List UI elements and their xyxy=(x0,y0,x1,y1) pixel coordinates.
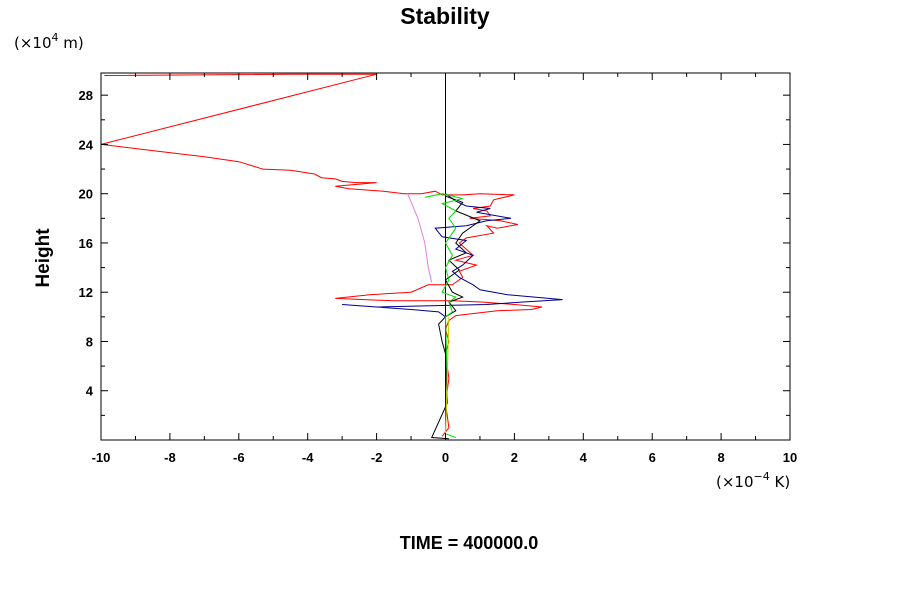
x-tick-label: -8 xyxy=(164,450,176,465)
y-unit-tail: m) xyxy=(59,34,84,52)
y-unit-base: (×10 xyxy=(14,34,52,52)
x-tick-label: 8 xyxy=(717,450,724,465)
x-tick-label: 2 xyxy=(511,450,518,465)
series-line-1 xyxy=(100,73,543,437)
y-tick-label: 20 xyxy=(79,187,93,202)
series-line-5 xyxy=(407,193,433,283)
x-unit-base: (×10 xyxy=(716,473,754,491)
y-axis-label: Height xyxy=(33,228,54,288)
series-line-4 xyxy=(424,193,463,438)
x-tick-label: 0 xyxy=(442,450,449,465)
x-unit-label: (×10−4 K) xyxy=(716,470,790,491)
y-unit-exp: 4 xyxy=(52,31,59,44)
x-tick-label: -4 xyxy=(302,450,314,465)
y-tick-label: 12 xyxy=(79,285,93,300)
x-tick-label: 4 xyxy=(580,450,588,465)
x-tick-label: -2 xyxy=(371,450,383,465)
series-line-3 xyxy=(430,195,482,440)
series-line-2 xyxy=(342,193,563,437)
series-layer xyxy=(100,73,563,440)
x-tick-label: 6 xyxy=(649,450,656,465)
x-unit-exp: −4 xyxy=(754,470,770,483)
time-label: TIME = 400000.0 xyxy=(400,533,539,553)
x-unit-tail: K) xyxy=(770,473,790,491)
y-tick-label: 28 xyxy=(79,88,93,103)
y-tick-label: 8 xyxy=(86,334,93,349)
y-unit-label: (×104 m) xyxy=(14,31,84,52)
series-line-6 xyxy=(445,316,450,434)
y-tick-label: 16 xyxy=(79,236,93,251)
y-tick-label: 4 xyxy=(86,384,94,399)
x-tick-label: -10 xyxy=(92,450,111,465)
x-tick-label: -6 xyxy=(233,450,245,465)
x-tick-label: 10 xyxy=(783,450,797,465)
chart-title: Stability xyxy=(400,3,490,29)
y-tick-label: 24 xyxy=(79,137,94,152)
